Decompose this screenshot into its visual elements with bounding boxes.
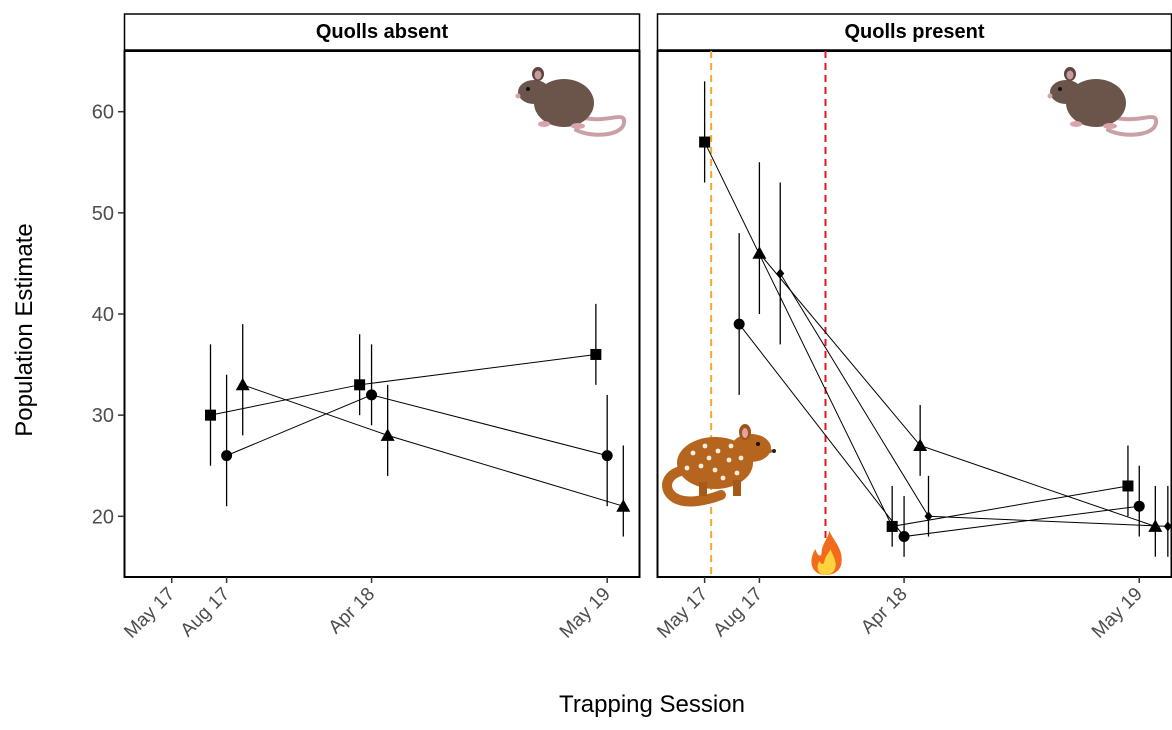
rat-ear-inner: [1066, 70, 1074, 80]
series-line: [226, 394, 608, 457]
quoll-eye: [756, 442, 760, 446]
y-tick-label: 60: [92, 102, 114, 124]
data-point-triangle: [752, 246, 767, 259]
data-point-circle: [898, 531, 910, 543]
quoll-spot: [702, 443, 708, 449]
rat-foot: [571, 123, 585, 129]
x-axis-title: Trapping Session: [559, 691, 745, 718]
quoll-leg: [733, 480, 741, 496]
quoll-spot: [712, 467, 718, 473]
data-point-circle: [733, 318, 745, 330]
x-tick-label: Apr 18: [325, 584, 379, 638]
series-line: [704, 141, 1129, 527]
data-point-square: [1122, 480, 1134, 492]
rat-head: [1050, 80, 1082, 104]
data-point-circle: [366, 389, 378, 401]
data-point-triangle: [616, 499, 631, 512]
series-line: [779, 273, 1168, 527]
y-tick-label: 40: [92, 304, 114, 326]
x-tick-label: Aug 17: [709, 584, 766, 641]
series-line: [738, 323, 1140, 538]
rat-nose: [1047, 93, 1053, 99]
quoll-tail: [662, 464, 726, 507]
fire-icon: [811, 531, 842, 575]
quoll-spot: [728, 443, 734, 449]
y-tick-label: 50: [92, 203, 114, 225]
panel-title: Quolls present: [844, 21, 984, 43]
quoll-spot: [684, 465, 690, 471]
data-point-square: [699, 136, 711, 148]
data-point-square: [204, 409, 216, 421]
quoll-spot: [734, 470, 740, 476]
x-tick-label: Apr 18: [857, 584, 911, 638]
data-point-diamond: [924, 511, 933, 522]
fire-inner: [817, 549, 836, 575]
quoll-nose: [772, 449, 776, 453]
quoll-spot: [690, 450, 696, 456]
quoll-spot: [706, 455, 712, 461]
rat-eye: [1058, 87, 1062, 91]
quoll-spot: [738, 455, 744, 461]
quoll-leg: [699, 482, 707, 496]
data-point-triangle: [235, 377, 250, 391]
rat-eye: [526, 87, 530, 91]
y-tick-label: 20: [92, 506, 114, 528]
data-point-circle: [601, 450, 613, 462]
data-point-circle: [221, 450, 233, 462]
x-tick-label: Aug 17: [177, 584, 234, 641]
panel-frame: [123, 50, 641, 578]
data-point-square: [886, 520, 898, 532]
rat-head: [518, 80, 550, 104]
quoll-icon: [662, 424, 776, 507]
x-tick-label: May 19: [1088, 584, 1147, 643]
data-point-square: [590, 348, 602, 360]
rat-foot: [1070, 121, 1082, 127]
rat-foot: [1103, 123, 1117, 129]
series-line: [210, 353, 596, 416]
panel-strip: [656, 13, 1172, 51]
quoll-spot: [698, 463, 704, 469]
rat-foot: [538, 121, 550, 127]
quoll-head: [731, 434, 771, 462]
data-point-square: [354, 379, 366, 391]
rat-icon: [1047, 67, 1159, 137]
rat-icon: [515, 67, 627, 137]
rat-ear-inner: [534, 70, 542, 80]
y-axis-title: Population Estimate: [11, 223, 38, 436]
rat-tail: [1106, 115, 1159, 137]
quoll-spot: [715, 448, 721, 454]
x-tick-label: May 19: [556, 584, 615, 643]
rat-tail: [574, 115, 627, 137]
x-tick-label: May 17: [120, 584, 179, 643]
quoll-ear-inner: [742, 428, 748, 438]
panel-strip: [123, 13, 641, 51]
data-point-diamond: [1163, 521, 1172, 532]
x-tick-label: May 17: [653, 584, 712, 643]
data-point-circle: [1133, 500, 1145, 512]
quoll-spot: [726, 457, 732, 463]
data-point-triangle: [380, 428, 395, 441]
panel-title: Quolls absent: [316, 21, 449, 43]
quoll-spot: [720, 475, 726, 481]
rat-nose: [515, 93, 521, 99]
quoll-snout: [763, 446, 775, 456]
data-point-triangle: [913, 438, 928, 451]
data-point-diamond: [776, 268, 785, 279]
panel-frame: [656, 50, 1172, 578]
y-tick-label: 30: [92, 405, 114, 427]
series-line: [759, 252, 1156, 527]
